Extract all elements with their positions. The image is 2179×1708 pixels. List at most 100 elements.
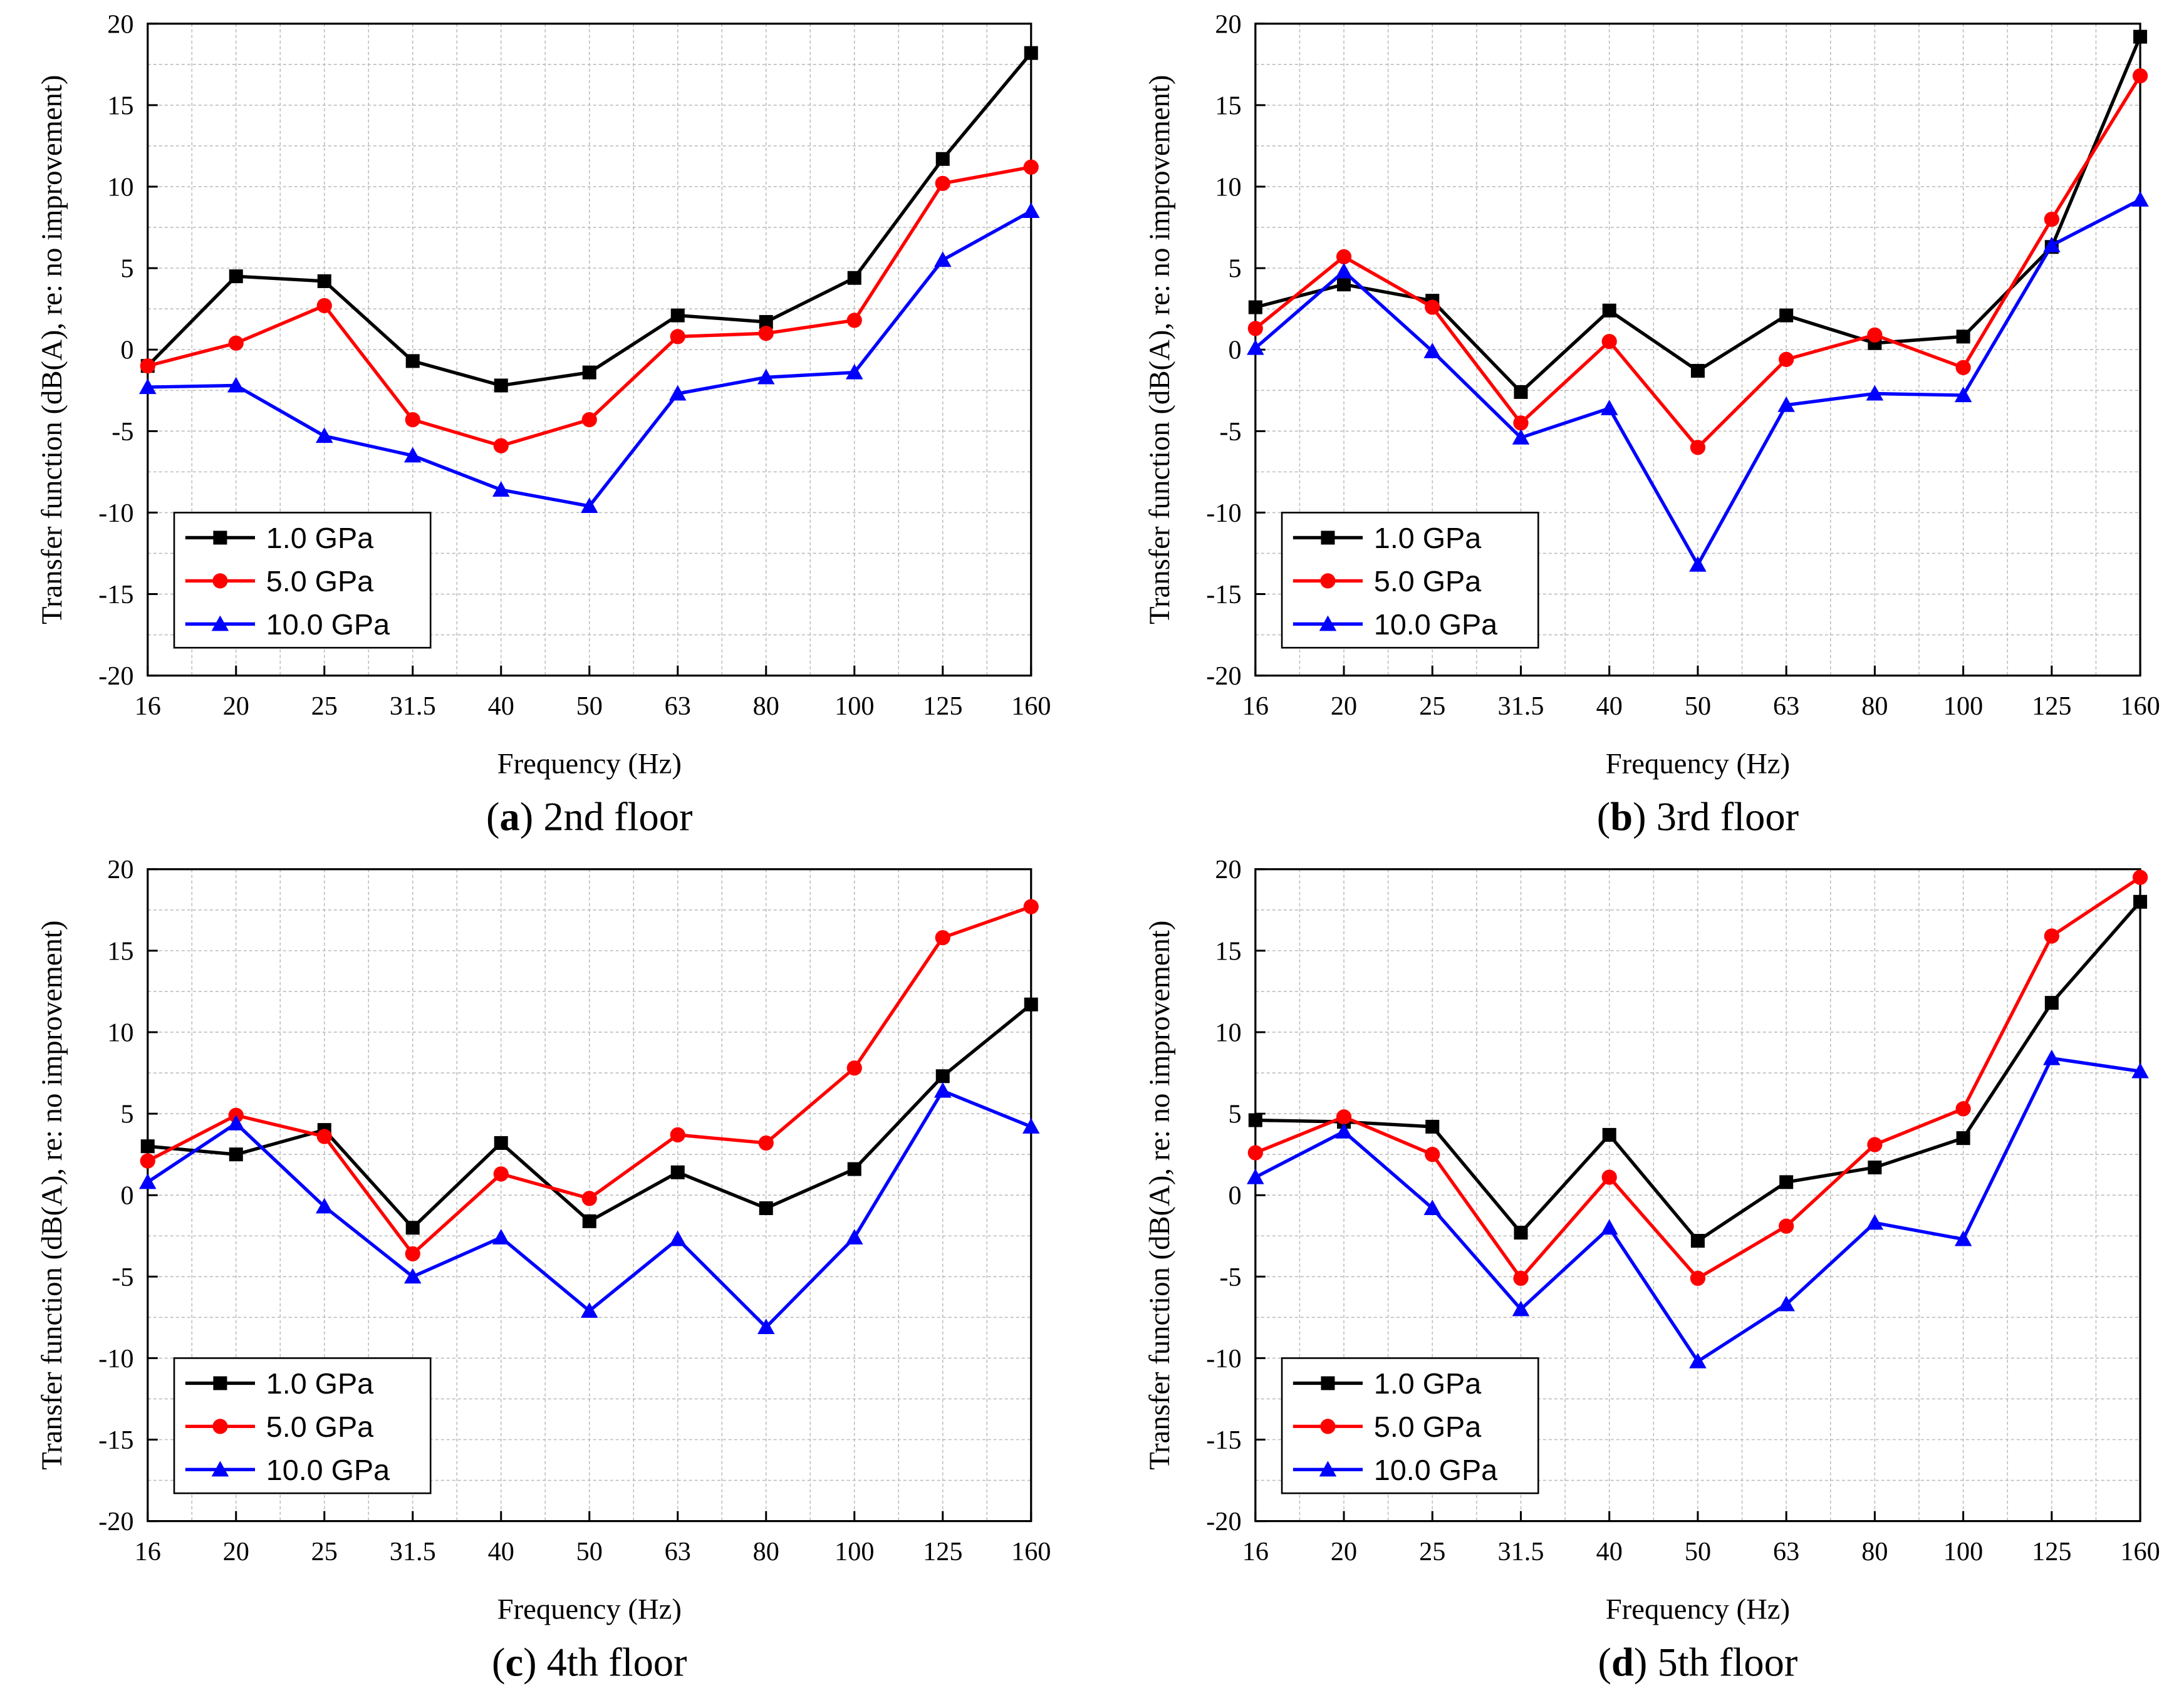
data-point: [670, 1165, 685, 1179]
data-point: [2132, 68, 2148, 84]
data-point: [846, 313, 862, 328]
data-point: [316, 1129, 332, 1144]
data-point: [1601, 334, 1617, 349]
legend: 1.0 GPa 5.0 GPa 10.0 GPa: [1281, 1357, 1539, 1494]
data-point: [2132, 869, 2148, 885]
data-point: [1689, 556, 1707, 572]
legend-label: 5.0 GPa: [1374, 565, 1481, 598]
x-tick-label: 80: [753, 691, 779, 721]
data-point: [1024, 46, 1038, 60]
data-point: [317, 274, 331, 288]
data-point: [668, 1230, 687, 1246]
legend: 1.0 GPa 5.0 GPa 10.0 GPa: [173, 1357, 432, 1494]
series-1-0-gpa: [1248, 894, 2148, 1248]
data-point: [1779, 351, 1794, 367]
y-tick-label: -10: [98, 499, 133, 528]
data-point: [2131, 1062, 2149, 1079]
legend-marker: [212, 1419, 228, 1434]
data-point: [846, 1060, 862, 1076]
series-10-0-gpa: [1247, 1049, 2149, 1369]
data-point: [1247, 1168, 1264, 1184]
data-point: [847, 1162, 861, 1176]
legend-label: 5.0 GPa: [1374, 1410, 1481, 1443]
data-point: [1022, 202, 1040, 219]
y-tick-label: -5: [1219, 1263, 1241, 1292]
x-tick-label: 63: [1773, 691, 1799, 721]
data-point: [494, 1136, 508, 1150]
x-tick-label: 31.5: [390, 1537, 436, 1566]
legend-label: 5.0 GPa: [266, 1410, 373, 1443]
data-point: [492, 481, 510, 497]
data-point: [1600, 400, 1618, 415]
data-point: [493, 438, 509, 453]
data-point: [1512, 428, 1530, 445]
y-tick-label: -10: [1206, 1344, 1241, 1374]
legend-marker: [1320, 573, 1336, 589]
y-tick-label: 0: [120, 336, 133, 365]
y-tick-label: 15: [1215, 91, 1241, 120]
data-point: [935, 175, 950, 191]
data-point: [1777, 1295, 1795, 1312]
data-point: [1690, 1234, 1705, 1248]
legend-marker: [211, 615, 229, 631]
x-tick-label: 100: [835, 1537, 874, 1566]
panel-caption: (d) 5th floor: [1598, 1640, 1798, 1684]
x-tick-label: 80: [753, 1537, 779, 1566]
y-tick-label: 5: [120, 254, 133, 284]
data-point: [759, 1201, 773, 1216]
data-point: [1514, 385, 1528, 399]
legend-marker: [1321, 531, 1335, 545]
y-tick-label: 0: [120, 1181, 133, 1211]
data-point: [227, 376, 245, 393]
grid: [147, 23, 1031, 676]
x-tick-label: 160: [2120, 1537, 2160, 1566]
data-point: [138, 1173, 157, 1189]
data-point: [2044, 996, 2059, 1010]
data-point: [845, 1229, 863, 1245]
data-point: [1335, 262, 1353, 279]
data-point: [1955, 360, 1971, 375]
data-point: [1513, 415, 1529, 431]
y-axis-label: Transfer function (dB(A), re: no improve…: [36, 921, 68, 1470]
y-tick-label: -5: [112, 1263, 133, 1292]
data-point: [229, 1147, 243, 1162]
x-tick-label: 63: [665, 1537, 691, 1566]
legend-label: 10.0 GPa: [266, 1454, 390, 1486]
data-point: [1602, 1127, 1616, 1142]
data-point: [670, 1127, 685, 1143]
y-tick-label: -15: [98, 1426, 133, 1455]
data-point: [582, 365, 596, 380]
x-axis-label: Frequency (Hz): [1606, 747, 1790, 780]
legend-label: 1.0 GPa: [1374, 1367, 1481, 1400]
y-tick-label: 20: [107, 855, 133, 884]
legend-marker: [212, 573, 228, 589]
x-tick-label: 125: [2032, 1537, 2071, 1566]
data-point: [1513, 1270, 1529, 1286]
chart-panel-a: 16 20 25 31.5 40 50 63 80 100 125 160 -20 -15 -10 -5 0 5…: [36, 9, 1051, 839]
x-tick-label: 125: [923, 691, 962, 721]
y-tick-label: -20: [98, 1507, 133, 1536]
data-point: [403, 447, 422, 463]
x-tick-label: 100: [1943, 691, 1983, 721]
data-point: [1247, 321, 1263, 336]
data-point: [1954, 1230, 1972, 1246]
data-point: [670, 308, 685, 323]
data-point: [1867, 327, 1883, 343]
legend-label: 1.0 GPa: [266, 1367, 373, 1400]
legend-marker: [1321, 1376, 1335, 1390]
series-10-0-gpa: [138, 202, 1040, 514]
data-point: [935, 1069, 950, 1084]
data-point: [494, 378, 508, 393]
data-point: [580, 1302, 598, 1318]
data-point: [1336, 1109, 1352, 1125]
chart-panel-b: 16 20 25 31.5 40 50 63 80 100 125 160 -20 -15 -10 -5 0 5…: [1143, 9, 2160, 839]
y-tick-label: 10: [1215, 172, 1241, 202]
data-point: [668, 385, 687, 401]
x-tick-label: 125: [2032, 691, 2071, 721]
x-tick-label: 20: [1331, 1537, 1357, 1566]
data-point: [933, 1082, 952, 1098]
legend-marker: [1319, 615, 1337, 631]
legend-label: 10.0 GPa: [1374, 1454, 1497, 1486]
data-point: [580, 497, 598, 514]
